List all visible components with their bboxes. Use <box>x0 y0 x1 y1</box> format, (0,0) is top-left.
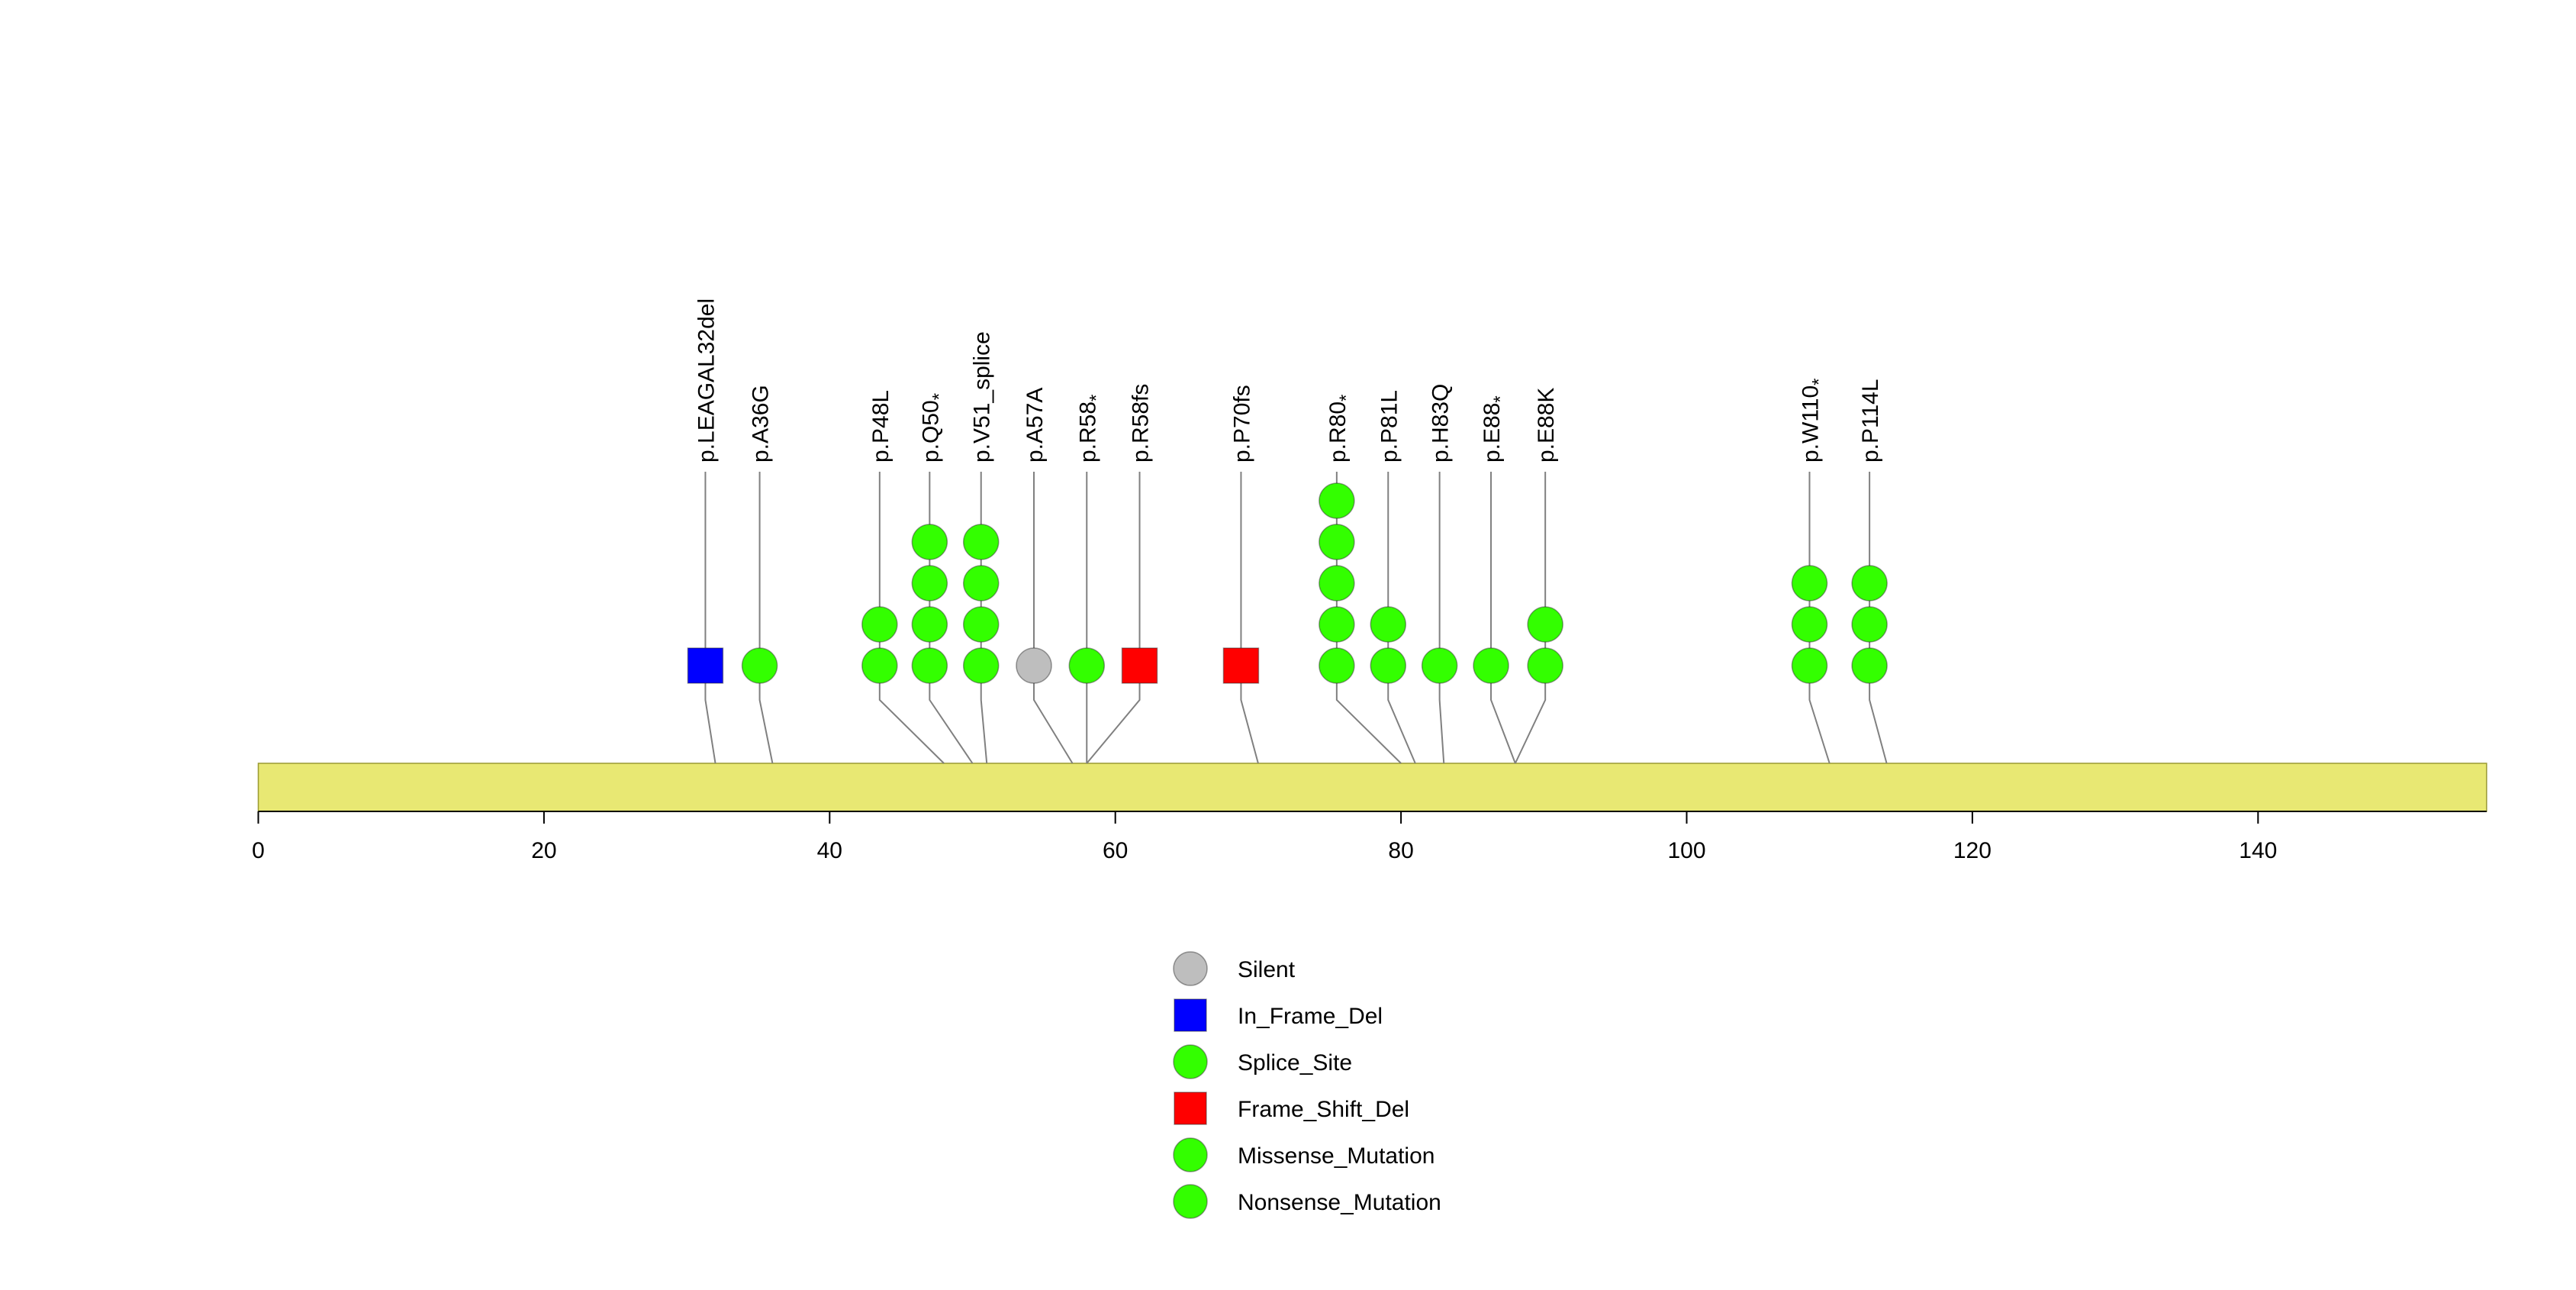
mutation-label: p.Q50* <box>918 393 949 463</box>
mutation-marker <box>1370 606 1407 643</box>
mutation-marker <box>861 606 898 643</box>
legend-marker-missense_mutation <box>1173 1137 1208 1172</box>
x-axis-tick-label: 120 <box>1953 838 1992 863</box>
mutation-marker <box>1370 647 1407 684</box>
mutation-marker <box>911 647 948 684</box>
mutation-label: p.P70fs <box>1229 385 1254 463</box>
mutation-marker <box>1527 647 1563 684</box>
legend-marker-in_frame_del <box>1174 998 1207 1032</box>
legend-label: Frame_Shift_Del <box>1238 1097 1409 1122</box>
mutation-marker <box>911 565 948 601</box>
mutation-marker <box>1791 606 1828 643</box>
mutation-marker <box>1319 524 1355 560</box>
lollipop-stick <box>1869 472 1888 764</box>
x-axis-tick-label: 20 <box>531 838 556 863</box>
lollipop-stick <box>1387 472 1416 764</box>
mutation-marker <box>1851 565 1888 601</box>
lollipop-stick <box>1240 472 1259 764</box>
mutation-label: p.V51_splice <box>970 331 995 463</box>
mutation-label: p.W110* <box>1798 378 1829 463</box>
lollipop-stick <box>1490 472 1516 764</box>
lollipop-stick <box>878 472 945 764</box>
mutation-marker <box>962 565 1000 601</box>
mutation-marker <box>1121 647 1158 684</box>
mutation-marker <box>1791 647 1828 684</box>
legend-marker-silent <box>1173 951 1208 986</box>
mutation-label: p.P48L <box>868 390 894 463</box>
mutation-marker <box>1319 606 1355 643</box>
lollipop-stick <box>758 472 774 764</box>
mutation-marker <box>1473 647 1509 684</box>
mutation-marker <box>911 606 948 643</box>
mutation-label: p.A36G <box>749 385 774 463</box>
mutation-marker <box>861 647 898 684</box>
mutation-label: p.E88K <box>1534 388 1559 463</box>
legend-marker-frame_shift_del <box>1174 1092 1207 1125</box>
mutation-marker <box>962 606 1000 643</box>
mutation-label: p.R58* <box>1075 395 1106 463</box>
mutation-marker <box>1319 647 1355 684</box>
x-axis-tick-label: 140 <box>2239 838 2277 863</box>
lollipop-stick <box>1086 472 1141 764</box>
lollipop-stick <box>1032 472 1074 764</box>
x-axis-tick-label: 0 <box>252 838 265 863</box>
mutation-label: p.H83Q <box>1428 384 1454 463</box>
x-axis-tick-label: 80 <box>1388 838 1413 863</box>
mutation-marker <box>741 647 778 684</box>
lollipop-stick <box>1514 472 1547 764</box>
mutation-label: p.R80* <box>1325 395 1357 463</box>
legend-marker-nonsense_mutation <box>1173 1184 1208 1219</box>
mutation-marker <box>1319 565 1355 601</box>
mutation-marker <box>1222 647 1260 684</box>
legend-marker-splice_site <box>1173 1044 1208 1079</box>
mutation-label: p.A57A <box>1022 388 1048 463</box>
mutation-marker <box>1068 647 1106 684</box>
mutation-label: p.P114L <box>1858 379 1883 463</box>
mutation-marker <box>911 524 948 560</box>
x-axis-tick-label: 40 <box>817 838 842 863</box>
mutation-marker <box>962 647 1000 684</box>
mutation-marker <box>1016 647 1052 684</box>
lollipop-stick <box>704 472 716 764</box>
gene-body-bar <box>257 763 2487 812</box>
legend-label: Nonsense_Mutation <box>1238 1190 1441 1215</box>
mutation-marker <box>687 647 724 684</box>
mutation-label: p.R58fs <box>1129 384 1154 463</box>
mutation-marker <box>1421 647 1458 684</box>
x-axis-tick-label: 100 <box>1667 838 1705 863</box>
mutation-marker <box>962 524 1000 560</box>
mutation-marker <box>1319 482 1355 519</box>
lollipop-stick <box>1808 472 1831 764</box>
legend-label: Missense_Mutation <box>1238 1143 1435 1169</box>
legend-label: In_Frame_Del <box>1238 1004 1383 1029</box>
mutation-marker <box>1791 565 1828 601</box>
mutation-marker <box>1851 606 1888 643</box>
x-axis-tick-label: 60 <box>1103 838 1128 863</box>
mutation-label: p.LEAGAL32del <box>694 298 719 463</box>
mutation-label: p.E88* <box>1480 395 1511 463</box>
mutation-label: p.P81L <box>1377 390 1402 463</box>
legend-label: Splice_Site <box>1238 1050 1352 1076</box>
mutation-marker <box>1527 606 1563 643</box>
mutation-marker <box>1851 647 1888 684</box>
legend-label: Silent <box>1238 957 1296 982</box>
lollipop-stick <box>1438 472 1445 764</box>
